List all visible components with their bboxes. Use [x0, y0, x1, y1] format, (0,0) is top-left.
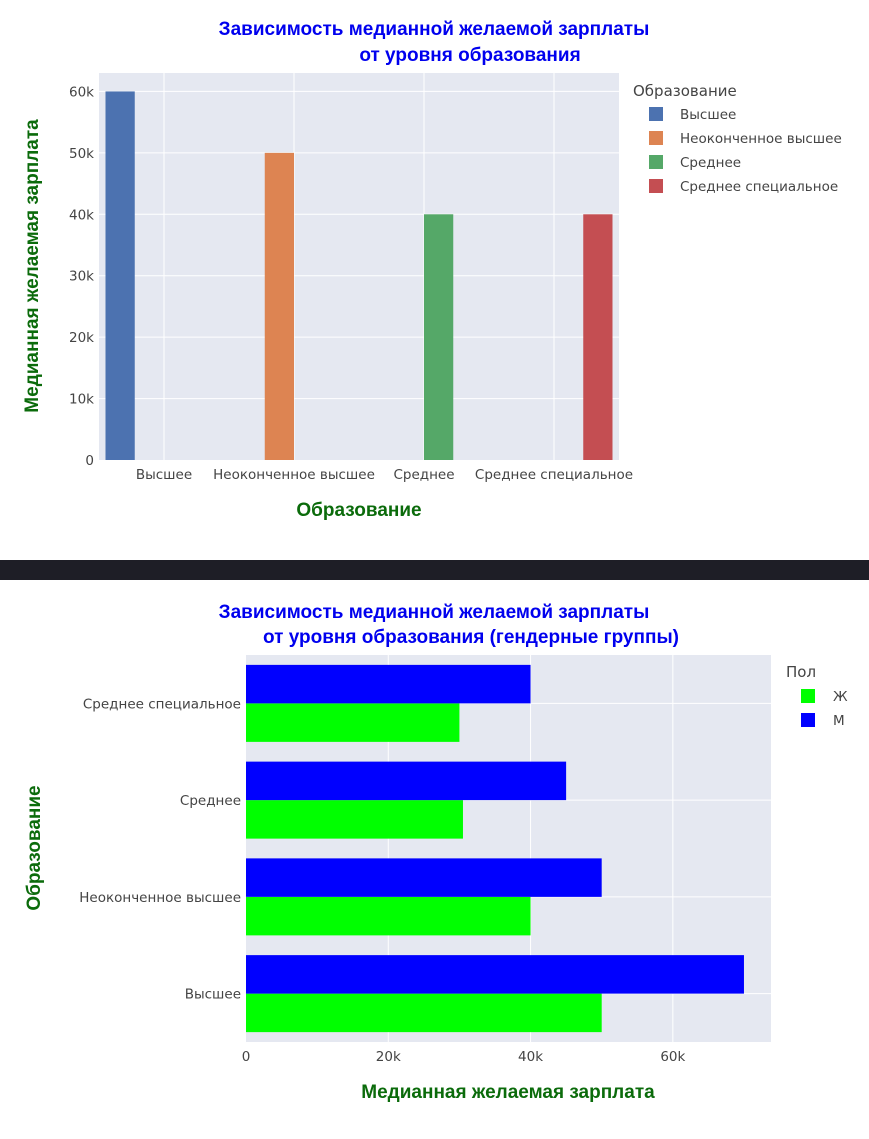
- y-tick-label: Неоконченное высшее: [79, 890, 241, 906]
- legend-title: Образование: [633, 82, 737, 100]
- chart-title: Зависимость медианной желаемой зарплаты: [219, 602, 650, 623]
- bar: [246, 896, 531, 936]
- x-tick-label: Высшее: [136, 467, 192, 483]
- chart-title: Зависимость медианной желаемой зарплаты: [219, 19, 650, 40]
- x-axis-title: Медианная желаемая зарплата: [361, 1082, 655, 1103]
- bar: [583, 214, 613, 460]
- x-tick-label: Неоконченное высшее: [213, 467, 375, 483]
- legend-label: Среднее: [680, 155, 741, 171]
- bar: [264, 152, 294, 460]
- bar: [246, 955, 744, 994]
- y-axis-title: Образование: [24, 785, 45, 910]
- legend-label: М: [833, 713, 845, 729]
- bar: [424, 214, 454, 460]
- y-tick-label: 0: [85, 453, 94, 469]
- bar: [246, 761, 567, 801]
- plot-area: [99, 73, 619, 460]
- y-tick-label: 50k: [69, 146, 94, 162]
- bar: [246, 800, 463, 839]
- bar: [246, 703, 460, 742]
- legend-swatch: [649, 155, 663, 169]
- y-tick-label: Среднее специальное: [83, 696, 241, 712]
- y-tick-label: Среднее: [180, 793, 241, 809]
- y-tick-label: 10k: [69, 392, 94, 408]
- x-tick-label: 60k: [660, 1049, 685, 1065]
- panel-divider: [0, 560, 869, 580]
- bar: [246, 858, 602, 897]
- chart-panel-education: 0 10k 20k 30k 40k 50k 60k Высшее Неоконченное вы…: [0, 0, 869, 560]
- x-tick-label: 0: [242, 1049, 251, 1065]
- legend-label: Ж: [833, 689, 848, 705]
- legend-swatch: [649, 107, 663, 121]
- x-axis-title: Образование: [296, 500, 421, 521]
- legend-title: Пол: [786, 663, 816, 681]
- y-axis-title: Медианная желаемая зарплата: [22, 119, 43, 413]
- chart-gender-salary: 0 20k 40k 60k Высшее Неоконченное высшее Средн…: [24, 602, 848, 1103]
- y-tick-label: 20k: [69, 330, 94, 346]
- chart-title: от уровня образования: [359, 45, 580, 66]
- legend-swatch: [649, 131, 663, 145]
- x-tick-label: 20k: [376, 1049, 401, 1065]
- bar: [105, 91, 135, 460]
- legend-swatch: [649, 179, 663, 193]
- legend-swatch: [801, 713, 815, 727]
- x-tick-label: Среднее специальное: [475, 467, 633, 483]
- y-tick-label: 40k: [69, 207, 94, 223]
- chart-education-salary: 0 10k 20k 30k 40k 50k 60k Высшее Неоконченное вы…: [22, 19, 842, 521]
- bar: [246, 993, 602, 1033]
- legend-label: Высшее: [680, 107, 736, 123]
- legend-label: Среднее специальное: [680, 179, 838, 195]
- legend-label: Неоконченное высшее: [680, 131, 842, 147]
- bar: [246, 664, 531, 704]
- y-tick-label: Высшее: [185, 987, 241, 1003]
- x-tick-label: 40k: [518, 1049, 543, 1065]
- y-tick-label: 30k: [69, 269, 94, 285]
- chart-title: от уровня образования (гендерные группы): [263, 627, 679, 648]
- chart-panel-gender: 0 20k 40k 60k Высшее Неоконченное высшее Средн…: [0, 580, 869, 1139]
- legend-swatch: [801, 689, 815, 703]
- x-tick-label: Среднее: [393, 467, 454, 483]
- y-tick-label: 60k: [69, 84, 94, 100]
